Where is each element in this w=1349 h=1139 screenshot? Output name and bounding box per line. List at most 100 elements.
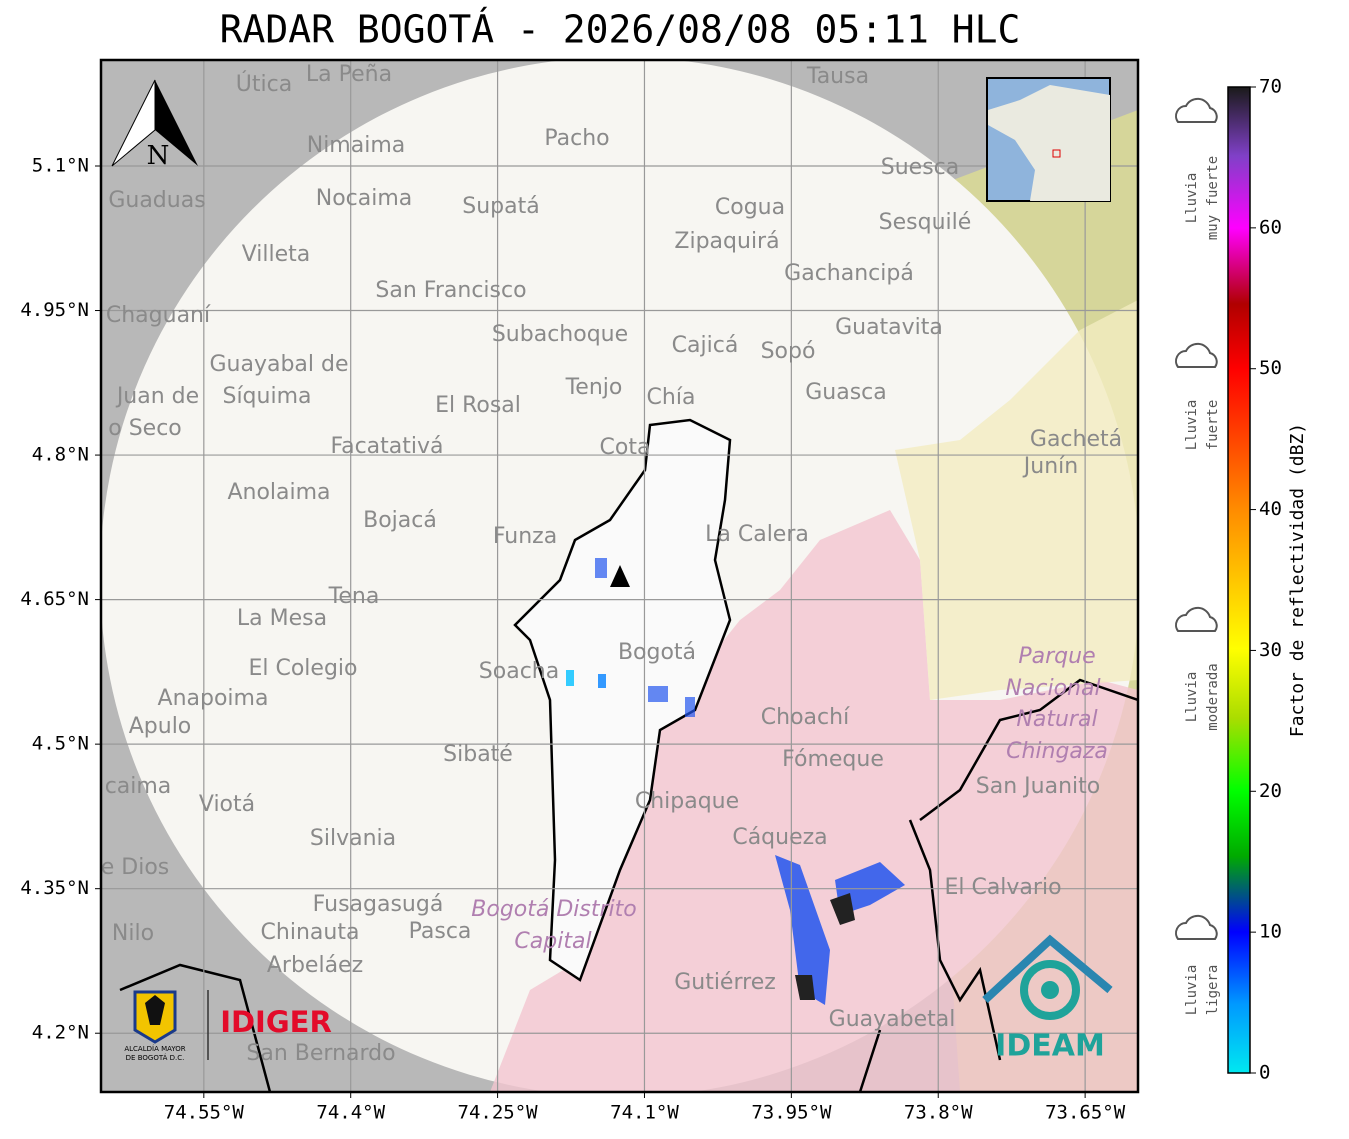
place-label: Bojacá [363,508,437,533]
meta-region [490,510,1138,1092]
place-label: Guatavita [835,315,943,340]
place-label: El Colegio [248,656,357,681]
alcaldia-logo: ALCALDÍA MAYOR DE BOGOTÁ D.C. IDIGER [124,990,332,1062]
x-tick-label: 74.55°W [164,1102,245,1124]
place-label: Facatativá [330,434,443,459]
place-label: Tena [328,584,380,609]
place-label: Villeta [242,242,311,267]
place-label: Junín [1022,454,1078,479]
rain-icon [1175,606,1218,632]
colorbar-tick-label: 50 [1259,357,1282,379]
place-label: Subachoque [492,322,628,347]
rain-icon [1175,97,1218,123]
place-label: Chaguaní [106,303,211,328]
place-label: Gutiérrez [674,970,776,995]
place-label: Nilo [112,921,154,946]
x-tick-label: 74.4°W [316,1102,385,1124]
place-label: La Mesa [237,606,327,631]
place-label: Viotá [199,792,255,817]
place-label: Útica [236,71,292,97]
logo-text: ALCALDÍA MAYOR [124,1044,185,1053]
place-label: Guaduas [108,188,205,213]
colorbar-tick-label: 0 [1259,1062,1270,1084]
bogota-outline [513,418,732,982]
place-label: Choachí [761,705,850,730]
logo-text: DE BOGOTÁ D.C. [126,1053,185,1062]
place-label: Sopó [761,339,816,364]
department-borders [119,678,1138,1092]
colorbar-tick-label: 10 [1259,921,1282,943]
place-label: San Francisco [375,278,526,303]
inset-map [986,77,1111,202]
colorbar-tick-label: 70 [1259,76,1282,98]
place-label: La Peña [306,62,392,87]
place-label: Chinauta [261,920,360,945]
place-label: Pacho [544,126,609,151]
place-label: El Calvario [944,875,1061,900]
rain-level-label: Lluvia [1184,672,1200,723]
place-label: Bogotá [618,640,696,665]
rain-level-label: ligera [1205,965,1221,1016]
y-tick-label: 5.1°N [32,154,89,176]
place-label: Cajicá [672,333,739,358]
place-label: Arbeláez [267,953,363,978]
place-label: Fusagasugá [313,892,444,917]
place-label: Pasca [409,919,472,944]
colorbar-tick-label: 40 [1259,498,1282,520]
place-label: Natural [1016,707,1097,732]
place-label: Nacional [1005,676,1100,701]
place-label: San Juanito [976,774,1100,799]
place-label: Síquima [222,384,311,409]
place-label: e Dios [101,855,170,880]
map-layer: Útica La Peña Tausa Pacho Nimaima Guaduas Noca… [101,60,1138,1092]
grid [101,60,1138,1092]
x-tick-label: 74.25°W [458,1102,539,1124]
place-label: Chingaza [1006,739,1108,764]
place-label: Anapoima [158,686,269,711]
place-label: San Bernardo [246,1041,395,1066]
place-label: Sesquilé [879,210,972,235]
place-label: Chipaque [635,789,739,814]
place-label: Nimaima [307,133,406,158]
place-label: Supatá [462,194,539,219]
rain-icon [1175,914,1218,940]
place-label: Anolaima [227,480,330,505]
place-label: Soacha [479,659,559,684]
rain-level-label: Lluvia [1184,400,1200,451]
y-tick-label: 4.95°N [20,299,89,321]
place-label: Nocaima [316,186,413,211]
y-tick-label: 4.35°N [20,877,89,899]
place-label: Gachetá [1030,427,1122,452]
place-label: Bogotá Distrito [471,897,636,922]
place-label: Cota [600,435,651,460]
place-label: Silvania [310,826,396,851]
rain-level-label: moderada [1205,663,1221,730]
rain-level-label: muy fuerte [1205,156,1221,240]
map-frame [99,58,1140,1094]
x-tick-label: 74.1°W [610,1102,679,1124]
place-label: El Rosal [435,393,521,418]
rain-level-label: Lluvia [1184,965,1200,1016]
rain-icon [1175,342,1218,368]
ideam-text: IDEAM [995,1029,1105,1064]
rain-level-label: fuerte [1205,400,1221,451]
place-label: Fómeque [782,747,884,772]
idiger-logo: IDIGER [220,1005,332,1039]
x-tick-label: 73.65°W [1045,1102,1126,1124]
colorbar-label: Factor de reflectividad (dBZ) [1287,423,1308,737]
place-label: Apulo [129,714,192,739]
place-label: caima [105,774,172,799]
compass: N [111,79,198,171]
place-label: Tenjo [565,375,623,400]
y-tick-label: 4.2°N [32,1022,89,1044]
colorbar [1227,86,1251,1074]
place-label: La Calera [705,522,809,547]
colorbar-tick-label: 20 [1259,780,1282,802]
place-label: Tausa [806,64,869,89]
radar-site [610,565,630,587]
y-tick-label: 4.8°N [32,444,89,466]
rain-level-label: Lluvia [1184,173,1200,224]
place-label: Guasca [805,380,887,405]
place-label: Zipaquirá [674,229,779,254]
title: RADAR BOGOTÁ - 2026/08/08 05:11 HLC [220,8,1021,52]
